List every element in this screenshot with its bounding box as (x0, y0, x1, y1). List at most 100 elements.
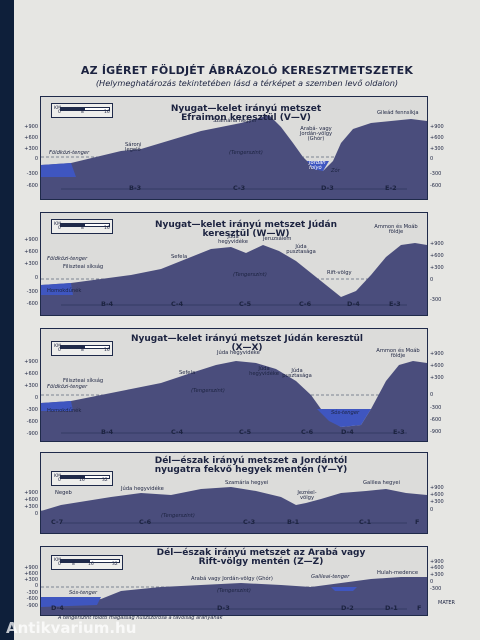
panel-z-z: KM 0 8 16 32 Dél—észak irányú metszet az Ara… (40, 546, 428, 616)
label-mediterranean: Földközi-tenger (49, 150, 90, 156)
zone-label: C-1 (359, 518, 372, 526)
elevation-tick: +600 (24, 497, 38, 503)
elevation-tick: +900 (430, 485, 444, 491)
terrain-x-x (41, 361, 427, 441)
elevation-tick: 0 (34, 275, 38, 281)
page-subtitle: (Helymeghatározás tekintetében lásd a té… (95, 78, 399, 88)
elevation-tick: -900 (26, 603, 38, 609)
elevation-tick: +900 (24, 490, 38, 496)
zone-label: C-3 (243, 518, 256, 526)
scale-bar: KM 0 8 16 (51, 219, 113, 234)
zone-label: C-4 (171, 300, 184, 308)
map-label: Homokdűnék (47, 408, 82, 414)
map-label: Földközi-tenger (47, 384, 88, 390)
elevation-tick: -900 (26, 431, 38, 437)
zone-label: D-1 (385, 604, 398, 612)
elevation-tick: 0 (430, 277, 434, 283)
water-dead-sea-z (41, 597, 101, 607)
profile-x-x (41, 361, 427, 441)
label-jordan: Jordán folyó (309, 160, 326, 172)
elevation-tick: -600 (430, 417, 442, 423)
map-label: Júda pusztasága (286, 244, 316, 256)
zone-label: B-4 (101, 428, 114, 436)
elevation-tick: -600 (26, 596, 38, 602)
elevation-tick: +300 (430, 375, 444, 381)
profile-w-w (41, 243, 427, 315)
map-label: (Tengerszint) (191, 388, 225, 394)
label-saron: Sároni legelő (125, 142, 142, 154)
map-label: Szamária hegyei (225, 480, 269, 486)
panel-title: Nyugat—kelet irányú metszet Efraimon ker… (170, 104, 322, 123)
elevation-tick: +300 (430, 265, 444, 271)
elevation-tick: +600 (430, 363, 444, 369)
map-label: Júda pusztasága (282, 368, 312, 380)
zone-label: C-5 (239, 300, 252, 308)
water-dead-sea (317, 409, 371, 427)
panel-title: Nyugat—kelet irányú metszet Júdán keresz… (130, 334, 364, 353)
water-mediterranean (41, 163, 76, 177)
map-label: Rift-völgy (327, 270, 352, 276)
elevation-tick: -300 (26, 171, 38, 177)
map-label: Jeruzsálem (263, 236, 292, 242)
zone-label: C-6 (299, 300, 312, 308)
zone-label: F (417, 604, 422, 612)
elevation-tick: -900 (430, 429, 442, 435)
zone-label: D-3 (217, 604, 230, 612)
elevation-tick: -600 (26, 183, 38, 189)
elevation-tick: -600 (26, 419, 38, 425)
zone-label: E-3 (389, 300, 401, 308)
water-jordan (307, 161, 329, 171)
page: AZ ÍGÉRET FÖLDJÉT ÁBRÁZOLÓ KERESZTMETSZE… (14, 0, 480, 640)
elevation-tick: +900 (24, 565, 38, 571)
elevation-tick: +600 (430, 135, 444, 141)
elevation-tick: +900 (430, 124, 444, 130)
elevation-tick: 0 (34, 395, 38, 401)
elevation-tick: +600 (430, 565, 444, 571)
page-title: AZ ÍGÉRET FÖLDJÉT ÁBRÁZOLÓ KERESZTMETSZE… (80, 64, 414, 77)
zone-label: C-7 (51, 518, 64, 526)
elevation-tick: 0 (430, 579, 434, 585)
panel-w-w: KM 0 8 16 Nyugat—kelet irányú metszet Júdán… (40, 212, 428, 316)
zone-label: D-2 (341, 604, 354, 612)
zone-label: D-4 (51, 604, 64, 612)
map-label: Negeb (55, 490, 72, 496)
elevation-tick: +900 (24, 237, 38, 243)
scale-bar: KM 0 8 16 (51, 103, 113, 118)
elevation-tick: +300 (430, 146, 444, 152)
label-szamaria: Szamária hegyei (213, 118, 257, 124)
zone-label: C-6 (301, 428, 314, 436)
label-araba: Arabá- vagy Jordán-völgy (Ghór) (299, 126, 333, 143)
elevation-tick: +300 (24, 577, 38, 583)
map-label: Filiszteai síkság (63, 378, 104, 384)
elevation-tick: -600 (430, 183, 442, 189)
elevation-tick: 0 (34, 583, 38, 589)
elevation-tick: +300 (24, 383, 38, 389)
zone-label: C-6 (139, 518, 152, 526)
elevation-tick: -300 (430, 405, 442, 411)
panel-title: Nyugat—kelet irányú metszet Júdán keresz… (154, 220, 338, 239)
map-label: Homokdűnék (47, 288, 82, 294)
elevation-tick: +300 (24, 504, 38, 510)
zone-label: B-1 (287, 518, 300, 526)
map-label: Hulah-medence (377, 570, 419, 576)
zone-label: E-2 (385, 184, 397, 192)
map-label: (Tengerszint) (217, 588, 251, 594)
map-label: Júda hegyvidéke (217, 350, 260, 356)
elevation-tick: -300 (26, 590, 38, 596)
profile-v-v (41, 115, 427, 199)
elevation-tick: +600 (24, 571, 38, 577)
elevation-tick: +900 (430, 351, 444, 357)
water-galilee (331, 587, 357, 591)
elevation-tick: -300 (26, 289, 38, 295)
map-label: Júda hegyvidéke (249, 366, 279, 378)
scale-bar: KM 0 16 32 (51, 471, 113, 486)
map-label: Júda hegyvidéke (218, 234, 248, 246)
terrain-y-y (41, 487, 427, 533)
elevation-tick: 0 (430, 156, 434, 162)
map-label: Sós-tenger (69, 590, 98, 596)
scale-bar: KM 0 8 16 (51, 341, 113, 356)
elevation-tick: +600 (24, 249, 38, 255)
panel-title: Dél—észak irányú metszet az Arabá vagy R… (156, 548, 366, 567)
zone-label: C-4 (171, 428, 184, 436)
footnote: A tengerszínt fölötti magasság húszszoro… (58, 615, 223, 621)
